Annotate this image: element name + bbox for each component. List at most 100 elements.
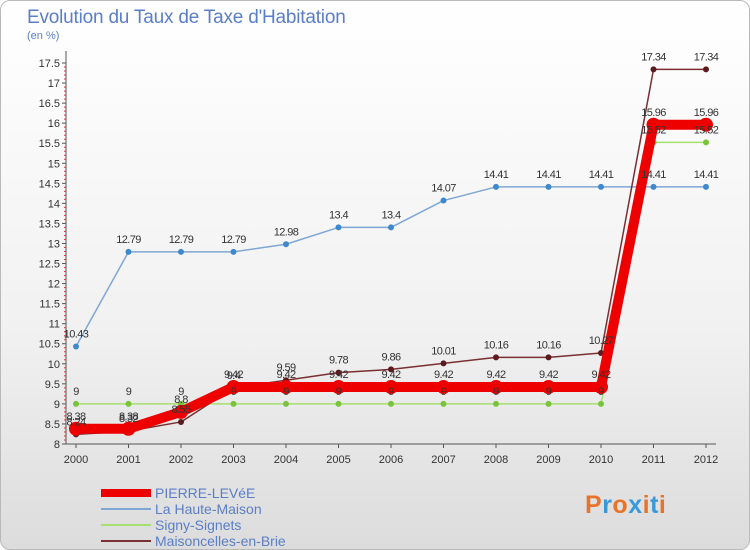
legend-swatch [101, 540, 151, 542]
data-label: 10.01 [431, 345, 456, 357]
chart-title: Evolution du Taux de Taxe d'Habitation [27, 7, 346, 28]
data-point [545, 183, 552, 190]
data-point [279, 380, 293, 395]
data-label: 9 [336, 386, 342, 398]
data-label: 8.32 [119, 413, 138, 425]
data-point [335, 369, 342, 376]
data-label: 8.55 [171, 404, 190, 416]
y-tick-label: 8 [54, 439, 60, 451]
x-tick-label: 2011 [642, 454, 666, 466]
data-point [331, 380, 346, 395]
data-point [594, 380, 608, 395]
data-label: 12.79 [116, 234, 141, 246]
data-label: 12.79 [221, 234, 246, 246]
data-point [230, 248, 237, 255]
data-label: 8.38 [119, 411, 138, 423]
data-label: 14.07 [431, 183, 456, 195]
data-point [489, 380, 503, 395]
legend-swatch [101, 524, 151, 526]
y-tick-label: 10.5 [39, 339, 60, 351]
data-label: 9.4 [227, 370, 241, 382]
data-label: 12.98 [274, 226, 299, 238]
data-point [440, 400, 447, 407]
data-label: 15.96 [694, 107, 719, 119]
data-point [230, 400, 237, 407]
data-point [699, 117, 713, 132]
data-point [646, 117, 661, 132]
data-point [493, 354, 499, 361]
data-point [178, 418, 184, 425]
data-label: 9.42 [329, 369, 348, 381]
data-point [125, 248, 132, 255]
data-point [541, 380, 556, 395]
legend-label: PIERRE-LEVéE [155, 485, 256, 501]
data-point [493, 400, 499, 407]
data-label: 14.41 [589, 169, 614, 181]
data-label: 9.42 [434, 369, 453, 381]
data-label: 9.59 [276, 362, 295, 374]
legend-swatch [101, 489, 151, 497]
data-label: 14.41 [484, 169, 509, 181]
series-line [75, 141, 707, 405]
x-tick-label: 2000 [64, 454, 88, 466]
data-label: 8.8 [174, 394, 188, 406]
data-point [388, 224, 394, 231]
x-tick-label: 2003 [221, 454, 245, 466]
logo-letter: i [642, 491, 651, 519]
data-point [226, 380, 241, 395]
data-label: 9.78 [329, 355, 348, 367]
legend-swatch [101, 508, 151, 510]
data-label: 12.79 [169, 234, 194, 246]
data-point [436, 380, 451, 395]
data-point [545, 354, 552, 361]
data-label: 9 [441, 386, 447, 398]
data-point [703, 183, 709, 190]
data-point [598, 183, 604, 190]
data-point [69, 421, 83, 436]
data-point [73, 400, 79, 407]
y-tick-label: 12 [48, 279, 60, 291]
data-label: 14.41 [536, 169, 561, 181]
data-label: 9 [178, 386, 184, 398]
y-tick-label: 9 [54, 399, 60, 411]
data-point [121, 421, 136, 436]
logo-letter: o [612, 491, 629, 519]
data-label: 9 [493, 386, 499, 398]
data-point [440, 197, 447, 204]
data-point [335, 400, 342, 407]
data-label: 10.43 [64, 329, 89, 341]
logo-letter: r [602, 491, 613, 519]
x-tick-label: 2006 [379, 454, 403, 466]
x-tick-label: 2002 [169, 454, 193, 466]
data-label: 15.96 [641, 107, 666, 119]
data-label: 9 [231, 386, 237, 398]
data-point [388, 366, 394, 373]
data-point [283, 400, 289, 407]
y-tick-label: 15 [48, 158, 60, 170]
data-label: 9.42 [486, 369, 505, 381]
data-label: 17.34 [694, 51, 719, 63]
y-tick-label: 10 [48, 359, 60, 371]
data-point [440, 360, 447, 367]
data-label: 9.42 [224, 369, 243, 381]
data-point [650, 183, 657, 190]
data-label: 13.4 [329, 209, 348, 221]
y-unit-label: (en %) [27, 30, 60, 42]
data-point [174, 404, 188, 419]
data-label: 10.16 [536, 339, 561, 351]
x-tick-label: 2010 [589, 454, 613, 466]
legend-label: La Haute-Maison [155, 501, 262, 517]
x-tick-label: 2004 [274, 454, 298, 466]
data-label: 9 [283, 386, 289, 398]
y-tick-label: 8.5 [45, 419, 60, 431]
data-label: 9.42 [381, 369, 400, 381]
data-label: 10.27 [589, 335, 614, 347]
data-label: 9 [388, 386, 394, 398]
y-tick-label: 15.5 [39, 138, 60, 150]
x-tick-label: 2005 [326, 454, 350, 466]
x-tick-label: 2008 [484, 454, 508, 466]
y-tick-label: 14 [48, 198, 60, 210]
logo-letter: t [650, 491, 659, 519]
y-tick-label: 17.5 [39, 58, 60, 70]
